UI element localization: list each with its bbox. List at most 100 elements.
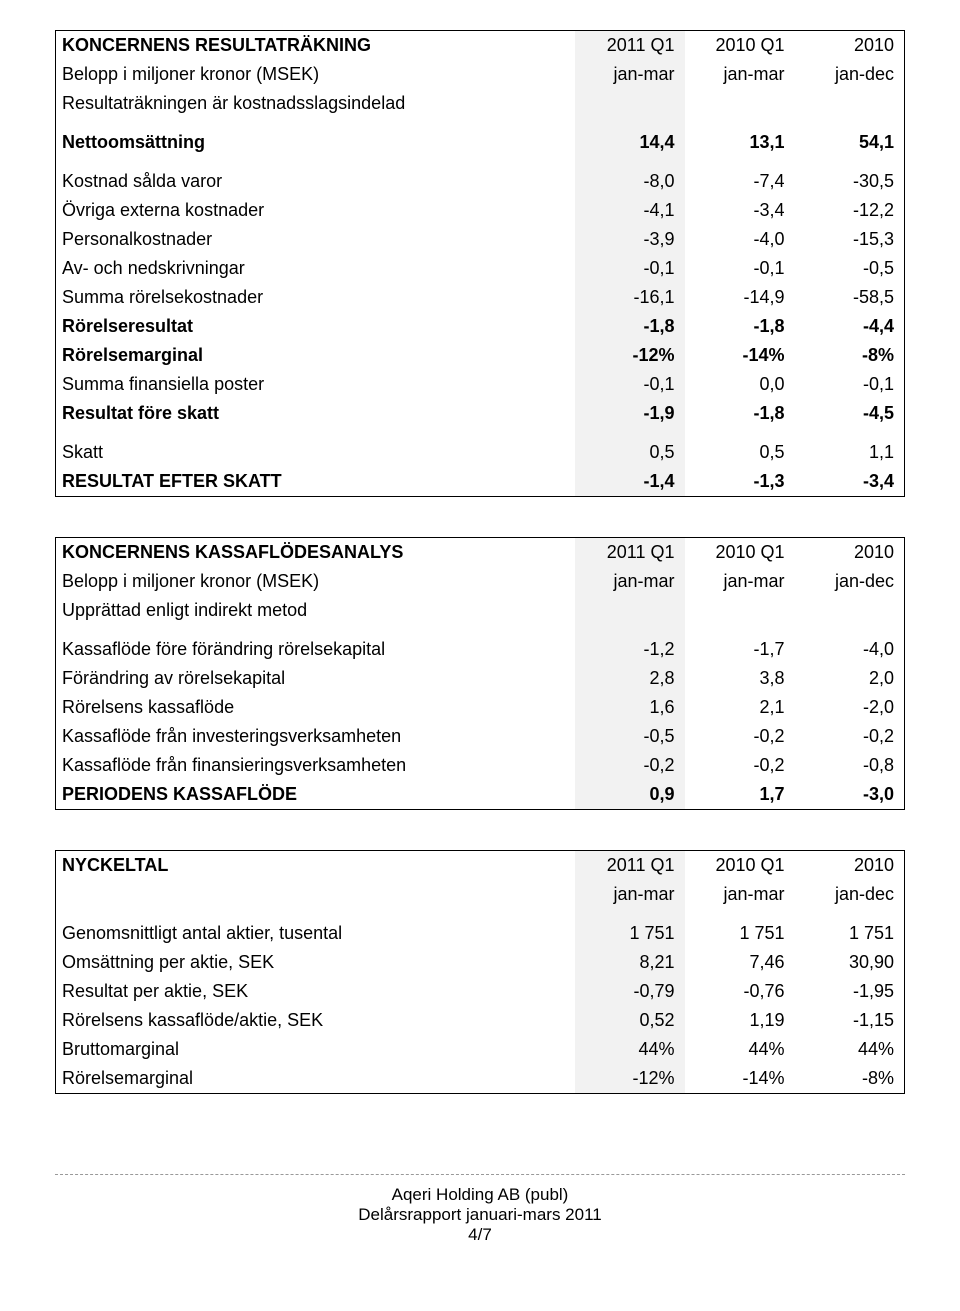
t2-r4-c2: -0,2 — [685, 722, 795, 751]
t2-sub2-label: Upprättad enligt indirekt metod — [56, 596, 575, 625]
t3-sub1-label — [56, 880, 575, 909]
t3-r6-label: Rörelsemarginal — [56, 1064, 575, 1094]
t3-title: NYCKELTAL — [56, 851, 575, 881]
t1-r2-label: Kostnad sålda varor — [56, 167, 575, 196]
t1-r1-c3: 54,1 — [795, 128, 905, 157]
t2-sub1-label: Belopp i miljoner kronor (MSEK) — [56, 567, 575, 596]
t1-r6-c2: -14,9 — [685, 283, 795, 312]
t3-r4-c3: -1,15 — [795, 1006, 905, 1035]
t1-r12-c1: -1,4 — [575, 467, 685, 497]
t3-r3-c3: -1,95 — [795, 977, 905, 1006]
t1-sub1-c3: jan-dec — [795, 60, 905, 89]
t3-r6-c3: -8% — [795, 1064, 905, 1094]
t1-sub1-c1: jan-mar — [575, 60, 685, 89]
key-ratios-table: NYCKELTAL 2011 Q1 2010 Q1 2010 jan-mar j… — [55, 850, 905, 1094]
t3-r1-c3: 1 751 — [795, 919, 905, 948]
t3-r3-c2: -0,76 — [685, 977, 795, 1006]
t2-sub1-c2: jan-mar — [685, 567, 795, 596]
page-footer: Aqeri Holding AB (publ) Delårsrapport ja… — [0, 1175, 960, 1275]
t1-r1-c1: 14,4 — [575, 128, 685, 157]
t1-r7-c1: -1,8 — [575, 312, 685, 341]
t1-r2-c2: -7,4 — [685, 167, 795, 196]
t2-r6-c1: 0,9 — [575, 780, 685, 810]
t1-r3-c3: -12,2 — [795, 196, 905, 225]
t3-r1-c1: 1 751 — [575, 919, 685, 948]
t2-r2-label: Förändring av rörelsekapital — [56, 664, 575, 693]
footer-page-number: 4/7 — [0, 1225, 960, 1245]
t3-r4-c1: 0,52 — [575, 1006, 685, 1035]
t1-r12-c2: -1,3 — [685, 467, 795, 497]
t2-r5-c3: -0,8 — [795, 751, 905, 780]
t1-r6-label: Summa rörelsekostnader — [56, 283, 575, 312]
t2-r2-c2: 3,8 — [685, 664, 795, 693]
t1-r4-c3: -15,3 — [795, 225, 905, 254]
t2-r4-label: Kassaflöde från investeringsverksamheten — [56, 722, 575, 751]
t1-r11-label: Skatt — [56, 438, 575, 467]
t3-r5-c3: 44% — [795, 1035, 905, 1064]
t1-h-c3: 2010 — [795, 31, 905, 61]
t3-r1-c2: 1 751 — [685, 919, 795, 948]
t3-sub1-c2: jan-mar — [685, 880, 795, 909]
t2-r1-c2: -1,7 — [685, 635, 795, 664]
t1-r12-c3: -3,4 — [795, 467, 905, 497]
t3-h-c3: 2010 — [795, 851, 905, 881]
t3-r6-c2: -14% — [685, 1064, 795, 1094]
t2-h-c3: 2010 — [795, 538, 905, 568]
t2-r4-c1: -0,5 — [575, 722, 685, 751]
t2-r3-c2: 2,1 — [685, 693, 795, 722]
t3-r3-label: Resultat per aktie, SEK — [56, 977, 575, 1006]
t1-r4-c1: -3,9 — [575, 225, 685, 254]
t3-sub1-c1: jan-mar — [575, 880, 685, 909]
t1-r3-c2: -3,4 — [685, 196, 795, 225]
t1-r5-c3: -0,5 — [795, 254, 905, 283]
t1-r11-c1: 0,5 — [575, 438, 685, 467]
t3-h-c1: 2011 Q1 — [575, 851, 685, 881]
t1-r8-c2: -14% — [685, 341, 795, 370]
t1-h-c2: 2010 Q1 — [685, 31, 795, 61]
t3-r4-label: Rörelsens kassaflöde/aktie, SEK — [56, 1006, 575, 1035]
t3-r2-label: Omsättning per aktie, SEK — [56, 948, 575, 977]
t3-r5-c1: 44% — [575, 1035, 685, 1064]
t3-r4-c2: 1,19 — [685, 1006, 795, 1035]
t2-h-c2: 2010 Q1 — [685, 538, 795, 568]
t1-r5-label: Av- och nedskrivningar — [56, 254, 575, 283]
t1-r2-c1: -8,0 — [575, 167, 685, 196]
t1-r7-c2: -1,8 — [685, 312, 795, 341]
t2-r4-c3: -0,2 — [795, 722, 905, 751]
t3-r3-c1: -0,79 — [575, 977, 685, 1006]
t1-r3-label: Övriga externa kostnader — [56, 196, 575, 225]
t1-r9-c2: 0,0 — [685, 370, 795, 399]
t3-r2-c1: 8,21 — [575, 948, 685, 977]
t1-r7-label: Rörelseresultat — [56, 312, 575, 341]
t2-r6-c2: 1,7 — [685, 780, 795, 810]
t2-r1-label: Kassaflöde före förändring rörelsekapita… — [56, 635, 575, 664]
t2-h-c1: 2011 Q1 — [575, 538, 685, 568]
t2-r6-label: PERIODENS KASSAFLÖDE — [56, 780, 575, 810]
t1-r10-c1: -1,9 — [575, 399, 685, 428]
t1-sub2-label: Resultaträkningen är kostnadsslagsindela… — [56, 89, 575, 118]
t1-r12-label: RESULTAT EFTER SKATT — [56, 467, 575, 497]
t2-r2-c1: 2,8 — [575, 664, 685, 693]
t2-sub1-c1: jan-mar — [575, 567, 685, 596]
t1-r4-c2: -4,0 — [685, 225, 795, 254]
t3-h-c2: 2010 Q1 — [685, 851, 795, 881]
t2-r6-c3: -3,0 — [795, 780, 905, 810]
t2-r1-c3: -4,0 — [795, 635, 905, 664]
t2-r3-c1: 1,6 — [575, 693, 685, 722]
t2-r1-c1: -1,2 — [575, 635, 685, 664]
t2-r3-c3: -2,0 — [795, 693, 905, 722]
t3-r5-c2: 44% — [685, 1035, 795, 1064]
t3-r2-c2: 7,46 — [685, 948, 795, 977]
t3-sub1-c3: jan-dec — [795, 880, 905, 909]
t2-r2-c3: 2,0 — [795, 664, 905, 693]
t1-r5-c1: -0,1 — [575, 254, 685, 283]
t1-r1-label: Nettoomsättning — [56, 128, 575, 157]
t1-title: KONCERNENS RESULTATRÄKNING — [56, 31, 575, 61]
t2-title: KONCERNENS KASSAFLÖDESANALYS — [56, 538, 575, 568]
cashflow-table: KONCERNENS KASSAFLÖDESANALYS 2011 Q1 201… — [55, 537, 905, 810]
t2-sub1-c3: jan-dec — [795, 567, 905, 596]
t2-r5-c2: -0,2 — [685, 751, 795, 780]
t1-r2-c3: -30,5 — [795, 167, 905, 196]
t1-h-c1: 2011 Q1 — [575, 31, 685, 61]
t2-r5-label: Kassaflöde från finansieringsverksamhete… — [56, 751, 575, 780]
